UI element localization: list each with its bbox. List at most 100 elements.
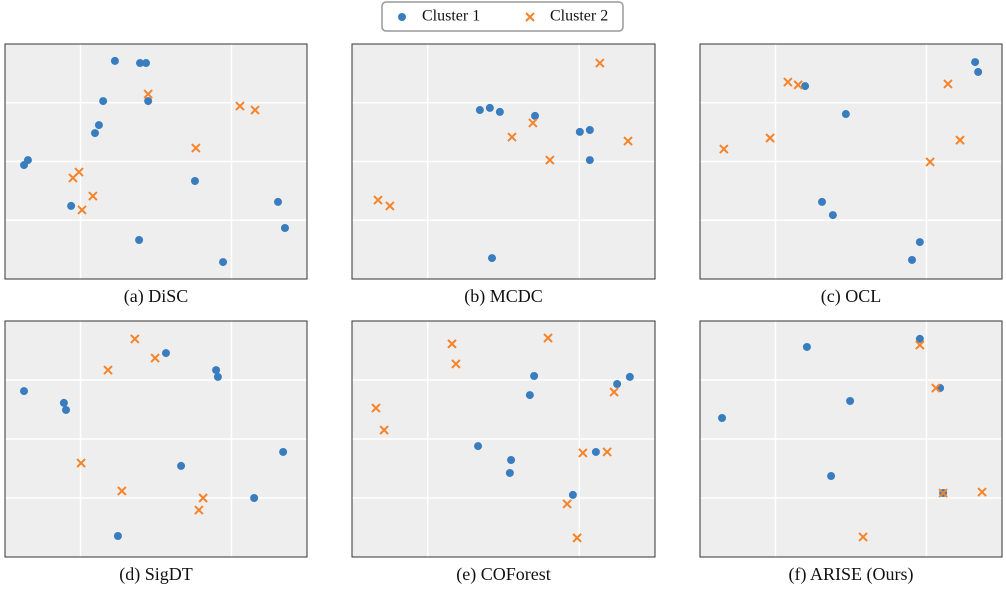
point-x — [595, 58, 605, 68]
point — [530, 371, 539, 380]
point-x — [925, 157, 935, 167]
point-x — [373, 195, 383, 205]
point — [99, 97, 108, 106]
legend-label: Cluster 2 — [550, 8, 608, 25]
point — [487, 254, 496, 263]
point — [505, 468, 514, 477]
point — [974, 67, 983, 76]
point-x — [385, 201, 395, 211]
point — [190, 177, 199, 186]
legend-marker — [398, 13, 406, 21]
point — [144, 97, 153, 106]
plot-border — [4, 43, 308, 280]
point-x — [943, 79, 953, 89]
point — [20, 161, 29, 170]
point — [915, 238, 924, 247]
point — [212, 366, 221, 375]
point — [177, 461, 186, 470]
plot-border — [699, 43, 1003, 280]
point-x — [379, 425, 389, 435]
point — [507, 456, 516, 465]
point-x — [955, 135, 965, 145]
point-x — [194, 505, 204, 515]
point-x — [545, 155, 555, 165]
point-x — [198, 493, 208, 503]
point — [613, 380, 622, 389]
point-x — [543, 333, 553, 343]
point — [591, 447, 600, 456]
point — [625, 372, 634, 381]
point — [525, 391, 534, 400]
point-x — [931, 383, 941, 393]
point-x — [371, 403, 381, 413]
point — [94, 121, 103, 130]
legend-marker — [525, 12, 535, 22]
plot-border — [351, 320, 656, 558]
point-x — [602, 447, 612, 457]
caption: (e) COForest — [456, 564, 550, 585]
point — [908, 255, 917, 264]
point — [915, 334, 924, 343]
point — [841, 110, 850, 119]
point — [280, 224, 289, 233]
caption: (a) DiSC — [124, 286, 189, 307]
point-x — [191, 143, 201, 153]
point — [802, 342, 811, 351]
point-x — [77, 205, 87, 215]
point-x — [117, 486, 127, 496]
point — [67, 201, 76, 210]
point-x — [88, 191, 98, 201]
point — [846, 397, 855, 406]
point — [575, 127, 584, 136]
point-x — [528, 118, 538, 128]
point — [20, 387, 29, 396]
point-x — [783, 77, 793, 87]
point-x — [76, 458, 86, 468]
legend-label: Cluster 1 — [422, 8, 480, 25]
point — [718, 413, 727, 422]
point-x — [507, 132, 517, 142]
point — [59, 398, 68, 407]
point — [818, 197, 827, 206]
legend-box — [381, 1, 624, 32]
point — [213, 372, 222, 381]
point-x — [609, 387, 619, 397]
point-x — [143, 89, 153, 99]
point — [585, 156, 594, 165]
point-x — [572, 533, 582, 543]
point-x — [623, 136, 633, 146]
plot-border — [699, 320, 1003, 558]
point — [474, 442, 483, 451]
point — [585, 126, 594, 135]
point — [828, 211, 837, 220]
point — [279, 447, 288, 456]
point-x — [250, 105, 260, 115]
point — [827, 472, 836, 481]
point — [113, 531, 122, 540]
point-x — [235, 101, 245, 111]
point — [161, 349, 170, 358]
point-x — [858, 532, 868, 542]
point-x — [130, 334, 140, 344]
point-x — [765, 133, 775, 143]
point-x — [578, 448, 588, 458]
caption: (b) MCDC — [464, 286, 543, 307]
point-x — [719, 144, 729, 154]
point — [531, 111, 540, 120]
point — [568, 490, 577, 499]
point — [110, 56, 119, 65]
point — [801, 82, 810, 91]
caption: (f) ARISE (Ours) — [789, 564, 914, 585]
plot-border — [4, 320, 308, 558]
point-x — [447, 339, 457, 349]
point-x — [103, 365, 113, 375]
point-x — [150, 353, 160, 363]
point — [135, 235, 144, 244]
point-x — [451, 359, 461, 369]
point — [62, 405, 71, 414]
point-x — [562, 499, 572, 509]
point-x — [915, 340, 925, 350]
point — [90, 129, 99, 138]
point — [135, 59, 144, 68]
